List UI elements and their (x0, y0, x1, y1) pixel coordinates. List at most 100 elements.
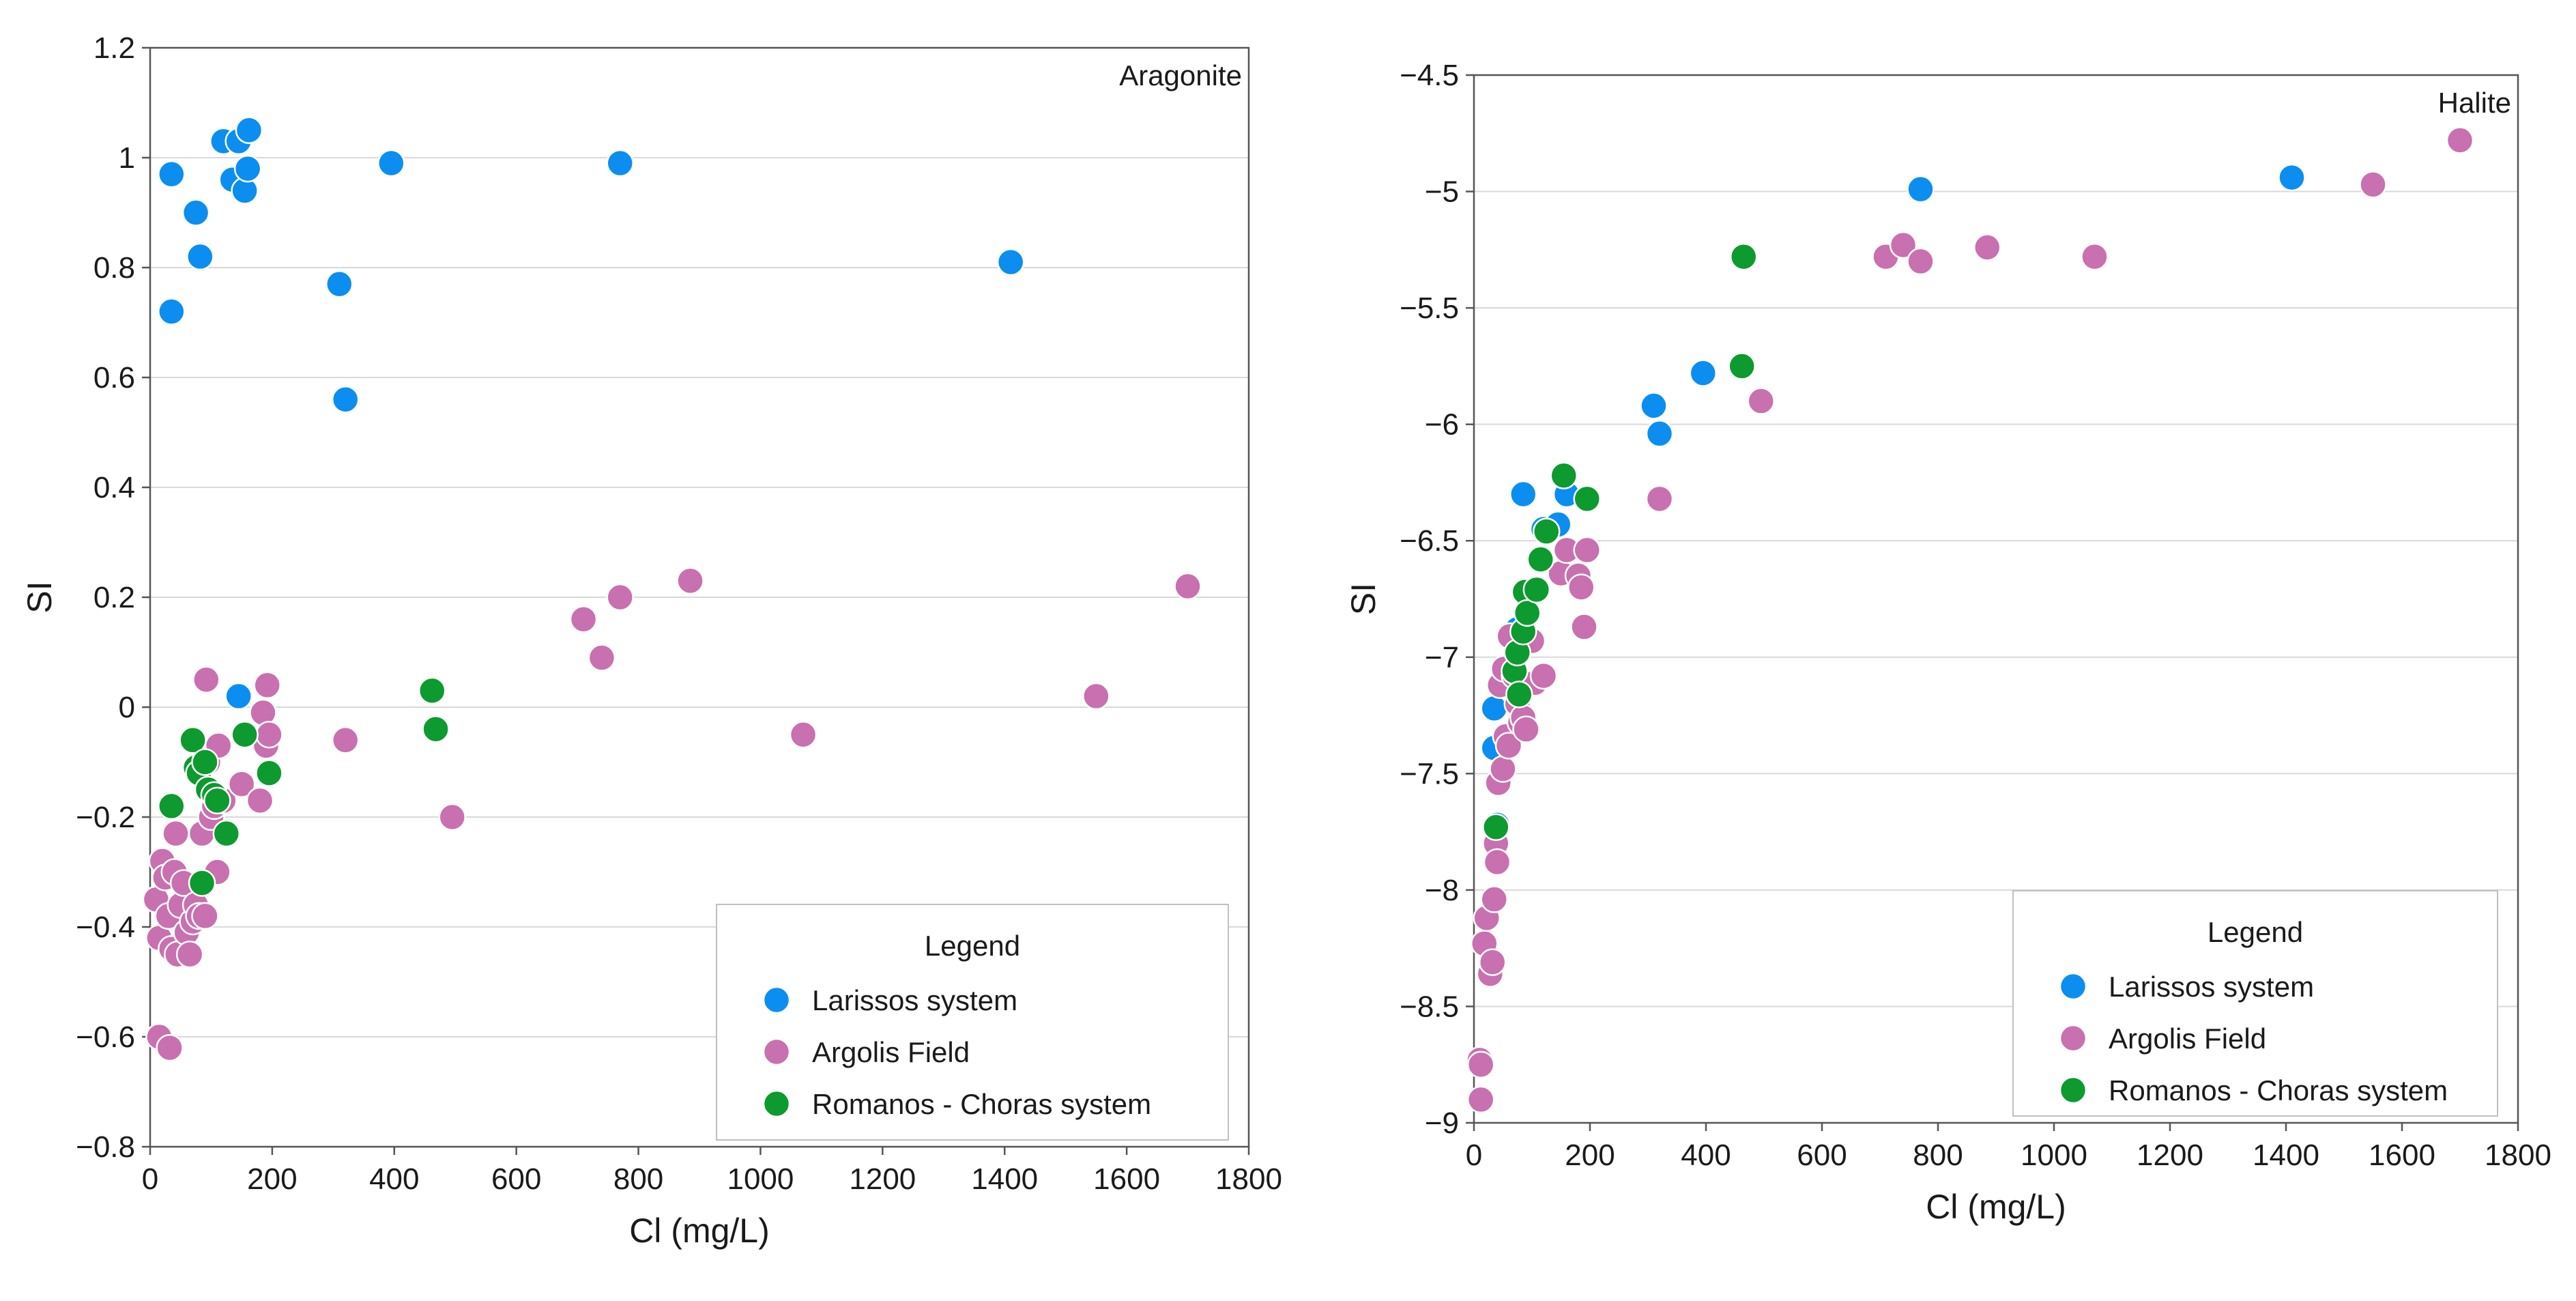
data-point (606, 149, 634, 177)
data-point (1478, 948, 1507, 976)
data-point (1483, 848, 1511, 876)
data-point (203, 786, 231, 815)
data-point (569, 605, 598, 633)
data-point (1747, 387, 1775, 415)
data-point (1529, 661, 1558, 690)
y-tick-label: 0.2 (93, 581, 135, 614)
data-point (227, 770, 256, 798)
data-point (418, 676, 446, 705)
y-axis-label: SI (1344, 583, 1383, 615)
data-point (212, 819, 241, 848)
y-tick-label: −0.2 (76, 801, 135, 834)
y-tick-label: −8.5 (1400, 990, 1459, 1023)
chart-panel-2: −9 −8.5 −8 −7.5 −7 −6.5 −6 −5.5 −5 −4.5 0 200 400 600… (1344, 59, 2551, 1226)
y-tick-label: −5.5 (1400, 291, 1459, 325)
x-tick-label: 1400 (971, 1162, 1038, 1196)
data-point (1889, 231, 1917, 259)
panel-title: Halite (2438, 87, 2511, 119)
x-tick-label: 200 (1565, 1139, 1615, 1172)
x-tick-label: 1600 (2369, 1139, 2435, 1172)
data-point (179, 726, 207, 754)
data-point (1570, 613, 1598, 641)
data-point (1466, 1050, 1495, 1078)
legend-entry: Romanos - Choras system (2109, 1074, 2448, 1106)
legend-marker (762, 986, 791, 1014)
x-tick-label: 400 (1681, 1139, 1731, 1172)
data-point (158, 298, 186, 326)
legend-entry: Larissos system (812, 984, 1017, 1016)
x-tick-label: 1800 (1215, 1162, 1282, 1196)
x-tick-label: 200 (247, 1162, 297, 1196)
y-tick-label: 0.4 (93, 471, 135, 504)
data-point (331, 385, 360, 414)
data-point (188, 869, 216, 897)
data-point (1640, 392, 1668, 420)
data-point (1489, 755, 1517, 783)
chart-panel-1: −0.8 −0.6 −0.4 −0.2 0 0.2 0.4 0.6 0.8 1 1.2 0 200 400… (20, 31, 1282, 1250)
data-point (1494, 732, 1523, 760)
data-point (1973, 233, 2001, 261)
data-point (1466, 1085, 1495, 1114)
data-point (1513, 599, 1542, 627)
y-tick-label: −5 (1425, 175, 1459, 209)
data-point (1480, 694, 1508, 723)
data-point (235, 116, 263, 144)
data-point (2278, 163, 2306, 192)
data-point (156, 1033, 184, 1062)
y-tick-label: 0.6 (93, 361, 135, 395)
data-point (377, 149, 405, 177)
legend-entry: Argolis Field (812, 1036, 970, 1068)
data-point (158, 792, 186, 820)
legend-entry: Argolis Field (2109, 1023, 2266, 1055)
x-tick-label: 400 (369, 1162, 419, 1196)
legend-marker (2059, 972, 2087, 1001)
data-point (1907, 247, 1935, 276)
data-point (1550, 461, 1578, 489)
plot-frame (1473, 74, 2519, 1124)
y-tick-label: −0.6 (76, 1020, 135, 1054)
y-axis-label: SI (20, 581, 59, 613)
data-point (186, 242, 214, 271)
x-tick-label: 600 (491, 1162, 541, 1196)
data-point (1174, 572, 1202, 601)
x-tick-label: 1000 (2021, 1139, 2087, 1172)
data-point (2446, 126, 2474, 154)
data-point (422, 715, 450, 743)
data-point (225, 682, 252, 711)
data-point (191, 748, 219, 776)
panel-title: Aragonite (1119, 59, 1242, 91)
data-point (1573, 485, 1601, 513)
data-point (192, 666, 220, 694)
data-point (231, 721, 259, 749)
data-point (246, 786, 274, 815)
data-point (1082, 682, 1110, 711)
x-axis-label: Cl (mg/L) (1926, 1188, 2066, 1226)
data-point (1907, 175, 1935, 203)
data-point (191, 902, 219, 930)
x-tick-label: 800 (1913, 1139, 1963, 1172)
legend-box (2012, 890, 2498, 1117)
y-tick-label: −4.5 (1400, 59, 1459, 92)
data-point (588, 644, 616, 672)
x-tick-label: 0 (1466, 1139, 1482, 1172)
y-tick-label: −9 (1425, 1106, 1459, 1140)
data-point (1509, 480, 1537, 509)
data-point (606, 583, 634, 612)
legend: Legend Larissos system Argolis Field Romano… (2012, 890, 2498, 1117)
legend-marker (2059, 1076, 2087, 1104)
y-tick-label: 1.2 (93, 31, 135, 65)
legend-marker (762, 1038, 791, 1066)
data-point (158, 160, 186, 188)
data-point (253, 671, 281, 700)
data-point (175, 941, 204, 969)
data-point (2359, 171, 2387, 199)
data-point (1728, 352, 1756, 380)
data-point (331, 726, 360, 754)
x-axis-label: Cl (mg/L) (629, 1212, 770, 1250)
x-tick-label: 1000 (727, 1162, 794, 1196)
series-romanos-choras-system (158, 676, 450, 897)
data-point (1526, 545, 1554, 573)
legend-marker (762, 1089, 791, 1118)
x-tick-label: 1200 (849, 1162, 916, 1196)
data-point (1730, 242, 1758, 271)
